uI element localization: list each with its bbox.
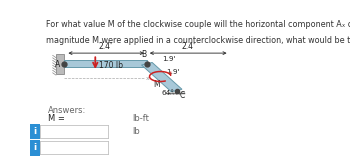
Bar [64, 60, 147, 67]
Text: x: x [146, 76, 149, 81]
Text: 1.9': 1.9' [166, 69, 180, 75]
Text: i: i [33, 127, 36, 136]
Text: 2.4': 2.4' [181, 42, 195, 51]
Text: 2.4': 2.4' [98, 42, 112, 51]
Text: M =: M = [48, 114, 65, 123]
Polygon shape [141, 63, 182, 92]
Text: lb-ft: lb-ft [132, 114, 149, 123]
Text: 64°: 64° [162, 90, 175, 96]
Text: M: M [153, 80, 160, 89]
Text: For what value M of the clockwise couple will the horizontal component Aₓ of the: For what value M of the clockwise couple… [47, 20, 350, 29]
Text: 170 lb: 170 lb [99, 61, 123, 70]
Text: Aₓ =: Aₓ = [48, 127, 67, 136]
Text: C: C [180, 91, 185, 100]
Text: 1.9': 1.9' [162, 57, 175, 63]
Text: i: i [33, 143, 36, 152]
Text: lb: lb [132, 127, 140, 136]
Text: Answers:: Answers: [48, 105, 86, 115]
Bar [56, 54, 64, 74]
Text: A: A [55, 60, 60, 69]
Text: B: B [141, 50, 147, 59]
Text: magnitude M were applied in a counterclockwise direction, what would be the valu: magnitude M were applied in a counterclo… [47, 36, 350, 45]
